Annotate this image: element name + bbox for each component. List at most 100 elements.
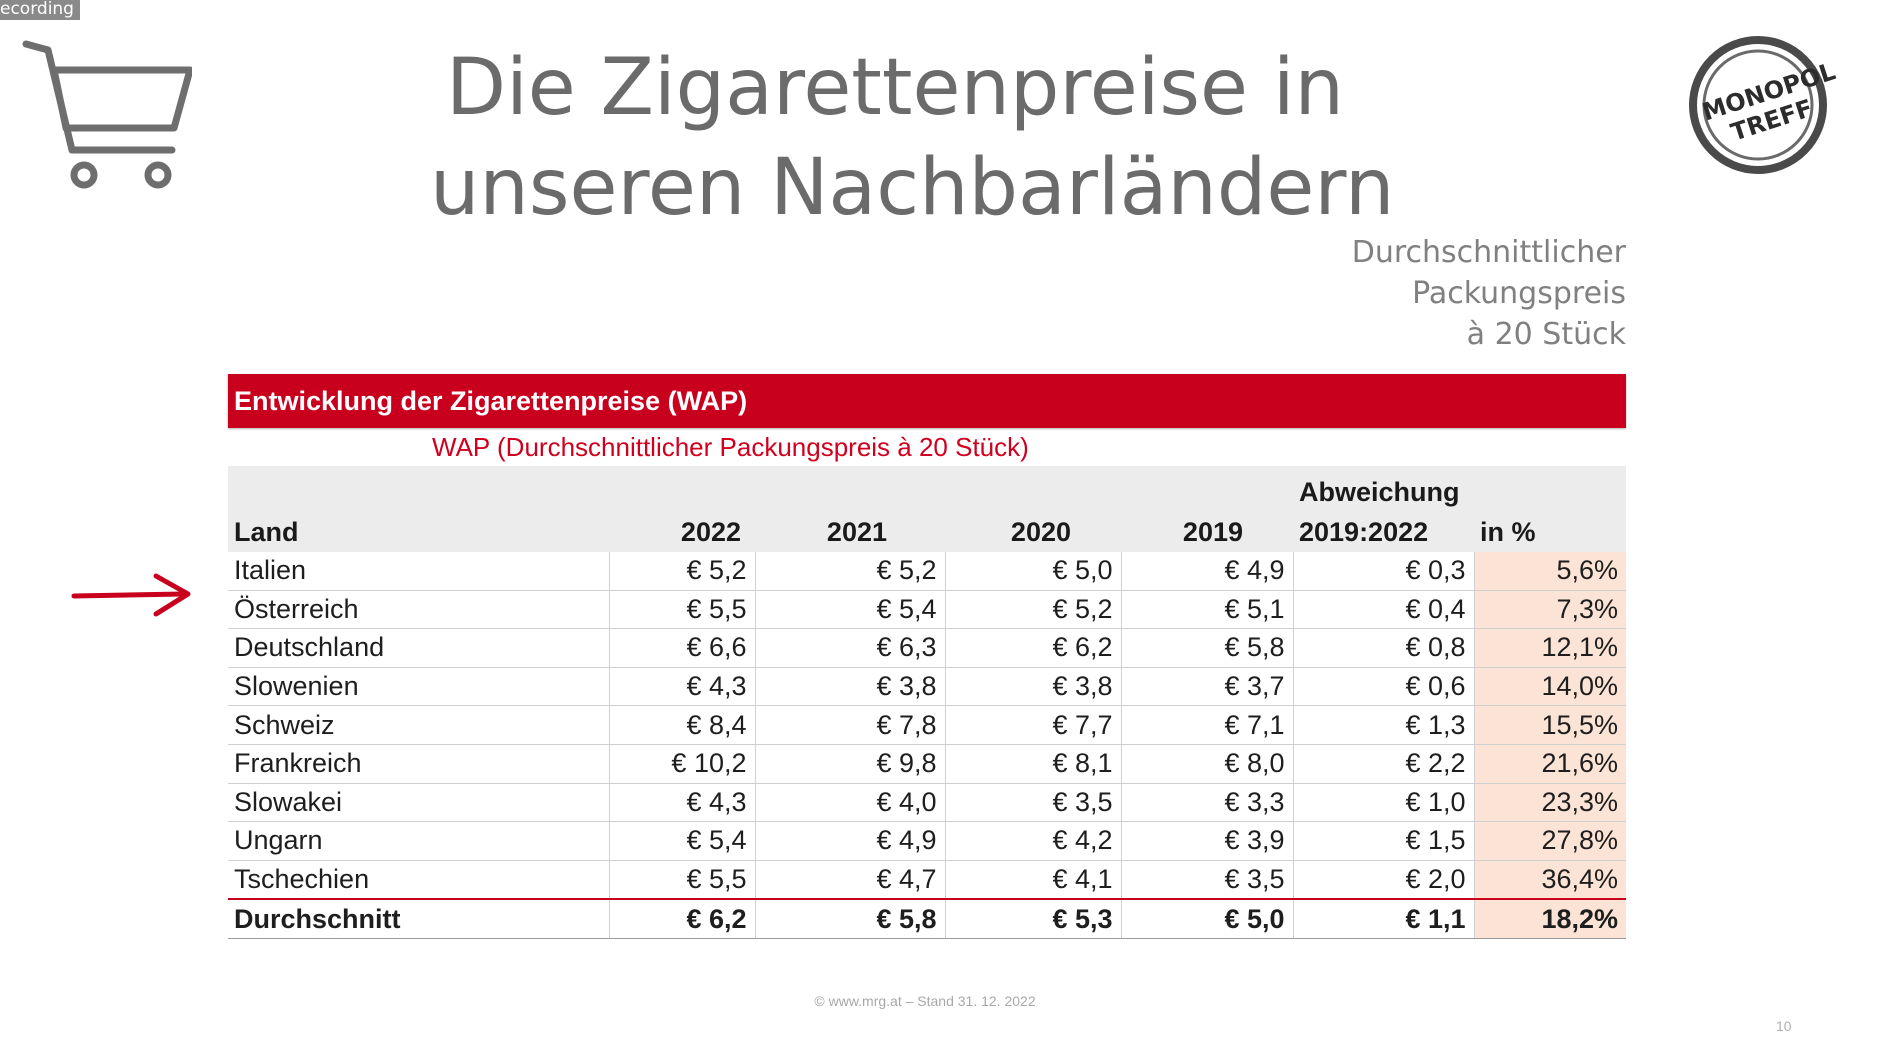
column-header-abweichung: Abweichung xyxy=(1299,477,1460,507)
cell-2021: € 4,7 xyxy=(754,860,945,900)
table-subheader: WAP (Durchschnittlicher Packungspreis à … xyxy=(432,432,1029,462)
cell-2019: € 4,9 xyxy=(1120,552,1293,591)
cell-2021: € 9,8 xyxy=(754,744,945,784)
cell-2021: € 3,8 xyxy=(754,667,945,707)
column-header-land: Land xyxy=(234,517,299,547)
cell-pct: 27,8% xyxy=(1473,821,1626,861)
cell-2019: € 3,5 xyxy=(1120,860,1293,900)
cell-2019: € 3,9 xyxy=(1120,821,1293,861)
cell-abweichung: € 1,5 xyxy=(1292,821,1474,861)
cell-pct: 14,0% xyxy=(1473,667,1626,707)
cell-2020: € 4,1 xyxy=(944,860,1121,900)
table-header-row-2: Land 2022 2021 2020 2019 2019:2022 in % xyxy=(228,512,1626,552)
cell-abweichung: € 0,6 xyxy=(1292,667,1474,707)
cell-2022: € 8,4 xyxy=(608,705,755,745)
cell-land: Slowenien xyxy=(228,667,609,707)
column-header-abweichung-range: 2019:2022 xyxy=(1299,517,1429,547)
cell-2019: € 8,0 xyxy=(1120,744,1293,784)
cell-2020: € 3,5 xyxy=(944,783,1121,823)
table-row: Italien € 5,2 € 5,2 € 5,0 € 4,9 € 0,3 5,… xyxy=(228,552,1626,591)
cell-land: Ungarn xyxy=(228,821,609,861)
cell-2020: € 5,0 xyxy=(944,552,1121,591)
cell-2020: € 8,1 xyxy=(944,744,1121,784)
cell-2021: € 5,8 xyxy=(754,898,945,939)
cell-abweichung: € 0,8 xyxy=(1292,628,1474,668)
cell-2021: € 6,3 xyxy=(754,628,945,668)
cell-land: Deutschland xyxy=(228,628,609,668)
footer-source: © www.mrg.at – Stand 31. 12. 2022 xyxy=(814,993,1036,1009)
table-row: Deutschland € 6,6 € 6,3 € 6,2 € 5,8 € 0,… xyxy=(228,628,1626,668)
cell-2022: € 10,2 xyxy=(608,744,755,784)
cell-2021: € 5,4 xyxy=(754,590,945,630)
column-header-2020: 2020 xyxy=(1010,517,1071,547)
cell-abweichung: € 0,4 xyxy=(1292,590,1474,630)
cell-2022: € 4,3 xyxy=(608,667,755,707)
cell-land: Durchschnitt xyxy=(228,898,609,939)
cell-2019: € 5,1 xyxy=(1120,590,1293,630)
cell-2022: € 5,2 xyxy=(608,552,755,591)
cell-abweichung: € 2,0 xyxy=(1292,860,1474,900)
subtitle: Durchschnittlicher Packungspreis à 20 St… xyxy=(1352,232,1626,355)
cell-2019: € 7,1 xyxy=(1120,705,1293,745)
cell-2020: € 3,8 xyxy=(944,667,1121,707)
cell-2021: € 5,2 xyxy=(754,552,945,591)
cell-land: Schweiz xyxy=(228,705,609,745)
cell-2022: € 5,5 xyxy=(608,860,755,900)
cell-2020: € 5,3 xyxy=(944,898,1121,939)
cell-pct: 15,5% xyxy=(1473,705,1626,745)
title-line-1: Die Zigarettenpreise in xyxy=(446,43,1344,133)
cell-2022: € 6,2 xyxy=(608,898,755,939)
page-number: 10 xyxy=(1776,1018,1792,1034)
price-table-container: Entwicklung der Zigarettenpreise (WAP) W… xyxy=(228,374,1626,939)
subtitle-line-2: Packungspreis xyxy=(1412,276,1626,311)
cell-2019: € 3,3 xyxy=(1120,783,1293,823)
cell-abweichung: € 2,2 xyxy=(1292,744,1474,784)
column-header-pct: in % xyxy=(1480,517,1536,547)
column-header-2019: 2019 xyxy=(1182,517,1243,547)
table-row: Slowakei € 4,3 € 4,0 € 3,5 € 3,3 € 1,0 2… xyxy=(228,783,1626,823)
table-row: Tschechien € 5,5 € 4,7 € 4,1 € 3,5 € 2,0… xyxy=(228,860,1626,900)
cell-land: Slowakei xyxy=(228,783,609,823)
cell-pct: 7,3% xyxy=(1473,590,1626,630)
cell-land: Frankreich xyxy=(228,744,609,784)
table-row: Ungarn € 5,4 € 4,9 € 4,2 € 3,9 € 1,5 27,… xyxy=(228,821,1626,861)
cell-abweichung: € 0,3 xyxy=(1292,552,1474,591)
monopol-treff-logo: MONOPOL TREFF xyxy=(1689,36,1839,174)
cell-abweichung: € 1,3 xyxy=(1292,705,1474,745)
table-row: Slowenien € 4,3 € 3,8 € 3,8 € 3,7 € 0,6 … xyxy=(228,667,1626,707)
shopping-cart-icon xyxy=(22,40,192,189)
cell-pct: 21,6% xyxy=(1473,744,1626,784)
cell-2020: € 7,7 xyxy=(944,705,1121,745)
table-row-average: Durchschnitt € 6,2 € 5,8 € 5,3 € 5,0 € 1… xyxy=(228,898,1626,939)
cell-pct: 23,3% xyxy=(1473,783,1626,823)
cell-2019: € 5,0 xyxy=(1120,898,1293,939)
table-header-row-1: Abweichung xyxy=(228,466,1626,512)
cell-2019: € 5,8 xyxy=(1120,628,1293,668)
cell-2020: € 4,2 xyxy=(944,821,1121,861)
cell-pct: 5,6% xyxy=(1473,552,1626,591)
cell-abweichung: € 1,0 xyxy=(1292,783,1474,823)
cell-land: Italien xyxy=(228,552,609,591)
cell-2022: € 4,3 xyxy=(608,783,755,823)
table-row: Schweiz € 8,4 € 7,8 € 7,7 € 7,1 € 1,3 15… xyxy=(228,705,1626,745)
cell-2020: € 5,2 xyxy=(944,590,1121,630)
cell-2022: € 5,5 xyxy=(608,590,755,630)
cell-pct: 12,1% xyxy=(1473,628,1626,668)
cell-pct: 18,2% xyxy=(1473,898,1626,939)
cell-2022: € 6,6 xyxy=(608,628,755,668)
cell-land: Tschechien xyxy=(228,860,609,900)
cell-2022: € 5,4 xyxy=(608,821,755,861)
cell-abweichung: € 1,1 xyxy=(1292,898,1474,939)
page-title: Die Zigarettenpreise in unseren Nachbarl… xyxy=(430,38,1395,238)
cell-2021: € 4,9 xyxy=(754,821,945,861)
recording-label: ecording xyxy=(0,0,80,20)
column-header-2022: 2022 xyxy=(680,517,741,547)
cell-2020: € 6,2 xyxy=(944,628,1121,668)
table-row: Frankreich € 10,2 € 9,8 € 8,1 € 8,0 € 2,… xyxy=(228,744,1626,784)
title-line-2: unseren Nachbarländern xyxy=(430,143,1395,233)
cell-pct: 36,4% xyxy=(1473,860,1626,900)
cell-2019: € 3,7 xyxy=(1120,667,1293,707)
table-row-highlighted: Österreich € 5,5 € 5,4 € 5,2 € 5,1 € 0,4… xyxy=(228,590,1626,630)
cell-2021: € 7,8 xyxy=(754,705,945,745)
subtitle-line-3: à 20 Stück xyxy=(1466,317,1626,352)
